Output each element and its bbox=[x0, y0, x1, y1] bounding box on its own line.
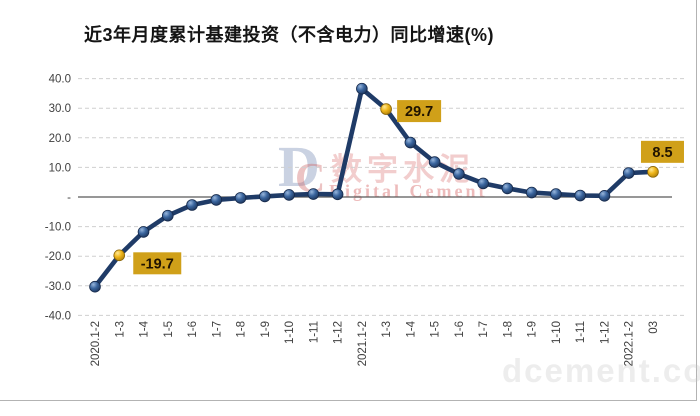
y-axis-tick-label: -30.0 bbox=[45, 281, 71, 293]
y-axis-tick-label: 10.0 bbox=[49, 162, 71, 174]
y-axis-tick-label: 40.0 bbox=[49, 74, 71, 86]
data-point-marker bbox=[598, 190, 611, 202]
x-axis-tick-label: 1-12 bbox=[599, 321, 611, 344]
x-axis-tick-label: 1-5 bbox=[163, 321, 175, 338]
x-axis-tick-label: 1-7 bbox=[478, 321, 490, 338]
data-point-marker bbox=[477, 177, 489, 190]
data-point-marker bbox=[331, 188, 344, 201]
data-point-marker bbox=[307, 188, 320, 200]
x-axis-tick-label: 1-9 bbox=[527, 321, 539, 338]
x-axis-tick-label: 1-6 bbox=[454, 321, 466, 338]
data-label-text: -19.7 bbox=[141, 256, 174, 272]
data-label-text: 8.5 bbox=[652, 145, 672, 161]
data-point-marker bbox=[453, 168, 465, 180]
x-axis-tick-label: 1-3 bbox=[114, 321, 126, 338]
x-axis-tick-label: 1-4 bbox=[405, 320, 417, 337]
data-point-marker bbox=[210, 194, 223, 206]
data-point-marker bbox=[186, 199, 198, 211]
data-point-marker bbox=[234, 192, 247, 204]
x-axis-tick-label: 1-11 bbox=[575, 321, 587, 343]
x-axis-tick-label: 2021.1-2 bbox=[357, 321, 369, 366]
data-label-text: 29.7 bbox=[405, 104, 433, 120]
chart-title: 近3年月度累计基建投资（不含电力）同比增速(%) bbox=[84, 25, 495, 45]
data-point-marker bbox=[501, 182, 514, 195]
data-point-marker bbox=[89, 280, 101, 293]
data-label-box bbox=[397, 100, 442, 123]
data-point-marker bbox=[404, 136, 417, 149]
x-axis-tick-label: 1-12 bbox=[333, 321, 345, 344]
data-label-box bbox=[640, 140, 684, 163]
data-point-marker bbox=[622, 167, 635, 179]
x-axis-tick-label: 1-9 bbox=[260, 321, 272, 338]
chart-frame-border bbox=[0, 0, 697, 401]
data-point-marker bbox=[283, 189, 295, 201]
x-axis-tick-label: 2020.1-2 bbox=[90, 321, 102, 366]
y-axis-tick-label: -40.0 bbox=[45, 310, 71, 322]
x-axis-tick-label: 1-8 bbox=[502, 321, 514, 338]
data-point-marker bbox=[525, 186, 538, 199]
x-axis-tick-label: 1-10 bbox=[551, 321, 563, 344]
data-point-marker-highlight bbox=[647, 166, 659, 178]
x-axis-tick-label: 1-3 bbox=[381, 321, 393, 338]
x-axis-tick-label: 1-6 bbox=[187, 321, 199, 338]
data-point-marker bbox=[137, 226, 150, 238]
x-axis-tick-label: 1-4 bbox=[139, 320, 151, 337]
y-axis-tick-label: 20.0 bbox=[49, 133, 71, 145]
data-point-marker bbox=[550, 188, 562, 200]
data-point-marker bbox=[574, 189, 586, 202]
x-axis-tick-label: 1-7 bbox=[211, 321, 223, 338]
x-axis-tick-label: 2022.1-2 bbox=[624, 321, 636, 366]
data-point-marker-highlight bbox=[113, 249, 126, 262]
y-axis-tick-label: -10.0 bbox=[45, 222, 71, 234]
data-point-marker-highlight bbox=[380, 103, 392, 115]
x-axis-tick-label: 1-10 bbox=[284, 321, 296, 344]
data-point-marker bbox=[161, 209, 174, 222]
data-point-marker bbox=[259, 190, 271, 203]
y-axis-tick-label: -20.0 bbox=[45, 251, 71, 263]
x-axis-tick-label: 1-5 bbox=[430, 321, 442, 338]
x-axis-tick-label: 1-11 bbox=[308, 321, 320, 343]
data-label-box bbox=[133, 252, 182, 275]
data-point-marker bbox=[428, 156, 441, 168]
data-point-marker bbox=[356, 82, 368, 95]
y-axis-tick-label: - bbox=[67, 192, 71, 204]
x-axis-tick-label: 03 bbox=[648, 321, 660, 334]
y-axis-tick-label: 30.0 bbox=[49, 103, 71, 115]
x-axis-tick-label: 1-8 bbox=[236, 321, 248, 338]
